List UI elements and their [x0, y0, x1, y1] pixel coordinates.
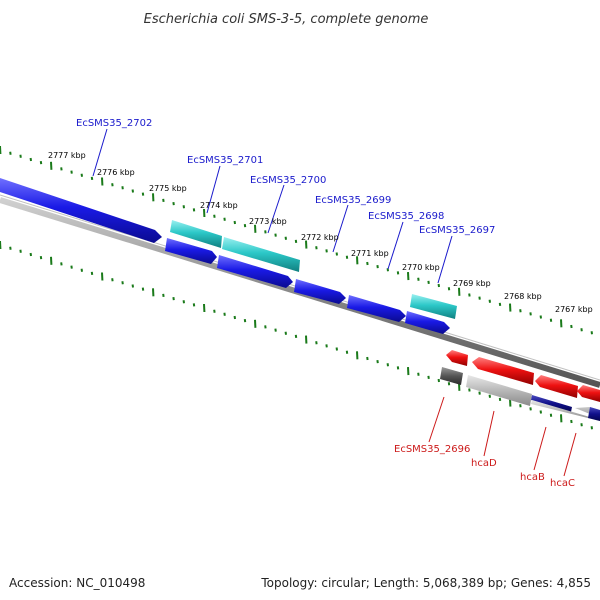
rna-feature-1[interactable] [170, 220, 222, 248]
label-EcSMS35_2701[interactable]: EcSMS35_2701 [187, 155, 263, 166]
kbp-scale-labels: 2777 kbp 2776 kbp 2775 kbp 2774 kbp 2773… [48, 151, 593, 314]
label-hcaD[interactable]: hcaD [471, 458, 497, 469]
gene-EcSMS35_2698[interactable] [347, 295, 406, 322]
kbp-label: 2770 kbp [402, 263, 440, 272]
gene-hcaB[interactable] [531, 395, 572, 412]
label-EcSMS35_2702[interactable]: EcSMS35_2702 [76, 118, 152, 129]
gene-EcSMS35_2701[interactable] [165, 238, 217, 264]
gene-navy-edge[interactable] [588, 407, 600, 421]
gene-red-small[interactable] [446, 350, 468, 366]
kbp-label: 2777 kbp [48, 151, 86, 160]
label-EcSMS35_2697[interactable]: EcSMS35_2697 [419, 225, 495, 236]
forward-strand-features [0, 178, 457, 334]
label-EcSMS35_2696[interactable]: EcSMS35_2696 [394, 444, 470, 455]
scale-ticks [0, 145, 593, 430]
reverse-label-lines [428, 396, 577, 477]
gene-EcSMS35_2699[interactable] [294, 279, 346, 304]
gene-hcaB-red[interactable] [535, 375, 578, 398]
gene-hcaD[interactable] [466, 375, 532, 406]
gene-EcSMS35_2697[interactable] [405, 311, 450, 334]
forward-label-lines [92, 128, 453, 284]
kbp-label: 2772 kbp [301, 233, 339, 242]
rna-feature-3[interactable] [410, 294, 457, 319]
gene-hcaC-red[interactable] [577, 385, 600, 402]
gene-EcSMS35_2700[interactable] [217, 255, 293, 288]
forward-gene-labels: EcSMS35_2702 EcSMS35_2701 EcSMS35_2700 E… [76, 118, 495, 236]
accession-text: Accession: NC_010498 [9, 576, 145, 590]
rna-feature-2[interactable] [222, 237, 300, 272]
kbp-label: 2773 kbp [249, 217, 287, 226]
kbp-label: 2767 kbp [555, 305, 593, 314]
label-hcaB[interactable]: hcaB [520, 472, 545, 483]
kbp-label: 2771 kbp [351, 249, 389, 258]
kbp-label: 2775 kbp [149, 184, 187, 193]
kbp-label: 2774 kbp [200, 201, 238, 210]
reverse-gene-labels: EcSMS35_2696 hcaD hcaB hcaC [394, 444, 575, 489]
gene-EcSMS35_2696[interactable] [440, 367, 463, 385]
gene-EcSMS35_2702[interactable] [0, 178, 162, 243]
map-title: Escherichia coli SMS-3-5, complete genom… [144, 12, 429, 27]
gene-hcaC[interactable] [531, 400, 600, 421]
label-EcSMS35_2698[interactable]: EcSMS35_2698 [368, 211, 444, 222]
gene-hcaD-red[interactable] [472, 357, 534, 385]
kbp-label: 2776 kbp [97, 168, 135, 177]
kbp-label: 2768 kbp [504, 292, 542, 301]
label-hcaC[interactable]: hcaC [550, 478, 575, 489]
label-EcSMS35_2700[interactable]: EcSMS35_2700 [250, 175, 326, 186]
topology-text: Topology: circular; Length: 5,068,389 bp… [260, 576, 591, 590]
reverse-strand-features [440, 350, 600, 421]
kbp-label: 2769 kbp [453, 279, 491, 288]
label-EcSMS35_2699[interactable]: EcSMS35_2699 [315, 195, 391, 206]
